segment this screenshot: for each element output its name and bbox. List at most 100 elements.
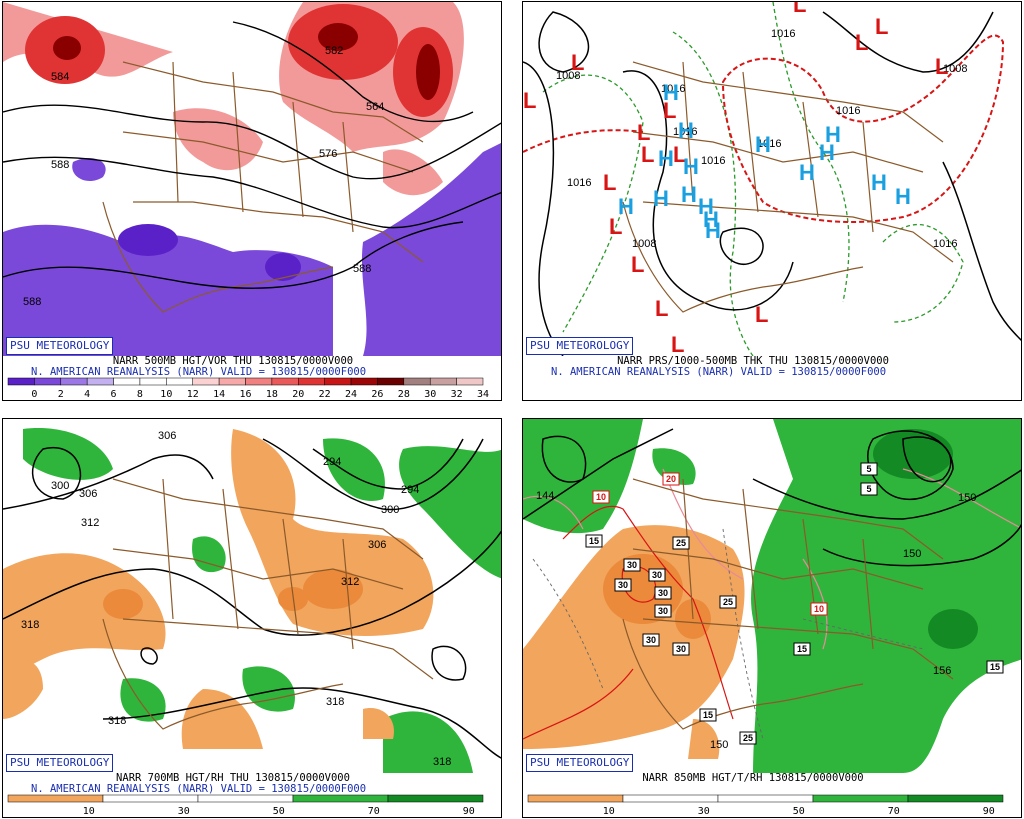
colorbar-rh-700mb: 10 30 50 70 90	[7, 794, 484, 817]
colorbar-vorticity: 0 2 4 6 8 10 12 14 16 18 20 22 24 26 28 30 32 34	[7, 377, 489, 400]
colorbar-tick-label: 30	[178, 806, 190, 817]
colorbar-tick-label: 50	[273, 806, 285, 817]
isobar-label: 1016	[757, 138, 781, 150]
low-pressure-marker: L	[755, 302, 768, 327]
low-pressure-marker: L	[671, 332, 684, 356]
temperature-box-label: 15	[793, 642, 811, 656]
contour-label: 318	[108, 715, 126, 727]
high-pressure-marker: H	[705, 218, 721, 243]
svg-text:10: 10	[596, 492, 606, 502]
contour-label: 588	[23, 296, 41, 308]
low-pressure-marker: L	[603, 170, 616, 195]
temperature-box-label: 10	[592, 490, 610, 504]
temperature-box-label: 5	[860, 482, 878, 496]
temperature-box-label: 25	[672, 536, 690, 550]
temperature-box-label: 30	[614, 578, 632, 592]
map-pressure-thickness: 1016 1008 1016 1016 1016 1016 1016 1008 …	[523, 2, 1021, 356]
contour-label: 150	[710, 739, 728, 751]
isobar-label: 1016	[567, 177, 591, 189]
temperature-box-label: 15	[585, 534, 603, 548]
high-pressure-marker: H	[871, 170, 887, 195]
psu-meteorology-badge: PSU METEOROLOGY	[526, 754, 634, 772]
colorbar-segment	[166, 377, 193, 386]
svg-text:5: 5	[866, 484, 871, 494]
colorbar-tick-label: 12	[187, 389, 199, 400]
temperature-box-label: 25	[739, 731, 757, 745]
colorbar-tick-label: 34	[477, 389, 489, 400]
high-pressure-marker: H	[681, 182, 697, 207]
chart-title: NARR 850MB HGT/T/RH 130815/0000V000	[642, 772, 864, 784]
svg-text:30: 30	[646, 635, 656, 645]
colorbar-tick-label: 30	[424, 389, 436, 400]
low-pressure-marker: L	[793, 2, 806, 17]
colorbar-tick-label: 30	[698, 806, 710, 817]
low-pressure-marker: L	[673, 142, 686, 167]
colorbar-segment	[192, 377, 220, 386]
low-pressure-marker: L	[663, 98, 676, 123]
low-pressure-marker: L	[641, 142, 654, 167]
isobar-label: 1008	[943, 63, 967, 75]
colorbar-segment	[102, 794, 199, 803]
colorbar-tick-label: 10	[83, 806, 95, 817]
contour-label: 306	[158, 430, 176, 442]
temperature-box-label: 25	[719, 595, 737, 609]
colorbar-segment	[271, 377, 299, 386]
colorbar-tick-label: 4	[84, 389, 90, 400]
colorbar-tick-label: 28	[398, 389, 410, 400]
colorbar-segment	[7, 377, 35, 386]
svg-text:25: 25	[743, 733, 753, 743]
contour-label: 584	[51, 71, 69, 83]
contour-label: 318	[433, 756, 451, 768]
isobar-label: 1016	[771, 28, 795, 40]
colorbar-tick-label: 8	[137, 389, 143, 400]
contour-label: 156	[933, 665, 951, 677]
chart-title: NARR 500MB HGT/VOR THU 130815/0000V000	[112, 355, 354, 367]
svg-text:15: 15	[703, 710, 713, 720]
temperature-box-label: 30	[623, 558, 641, 572]
colorbar-segment	[907, 794, 1004, 803]
svg-text:30: 30	[618, 580, 628, 590]
isobar-label: 1008	[556, 70, 580, 82]
colorbar-segment	[60, 377, 88, 386]
colorbar-tick-label: 70	[368, 806, 380, 817]
colorbar-segment	[218, 377, 246, 386]
contour-label: 300	[381, 504, 399, 516]
colorbar-segment	[197, 794, 294, 803]
contour-label: 294	[323, 456, 341, 468]
colorbar-tick-label: 0	[31, 389, 37, 400]
colorbar-segment	[812, 794, 909, 803]
high-pressure-marker: H	[678, 118, 694, 143]
contour-label: 312	[341, 576, 359, 588]
map-700mb-rh: 306 300 306 312 318 294 294 300 306 312 …	[3, 428, 501, 773]
colorbar-segment	[622, 794, 719, 803]
colorbar-tick-label: 20	[292, 389, 304, 400]
colorbar-segment	[377, 377, 405, 386]
map-850mb-t-rh: 144 150 150 156 150 10 20 15 25 30 30 30 30 25 30…	[523, 419, 1021, 773]
colorbar-rh-850mb: 10 30 50 70 90	[527, 794, 1004, 817]
colorbar-segment	[527, 794, 624, 803]
psu-meteorology-badge: PSU METEOROLOGY	[6, 754, 114, 772]
colorbar-segment	[7, 794, 104, 803]
high-pressure-marker: H	[658, 146, 674, 171]
low-pressure-marker: L	[875, 14, 888, 39]
colorbar-segment	[292, 794, 389, 803]
colorbar-segment	[139, 377, 167, 386]
colorbar-tick-label: 50	[793, 806, 805, 817]
colorbar-tick-label: 90	[463, 806, 475, 817]
colorbar-segment	[429, 377, 457, 386]
contour-label: 306	[79, 488, 97, 500]
contour-label: 576	[319, 148, 337, 160]
chart-title: NARR PRS/1000-500MB THK THU 130815/0000V…	[617, 355, 889, 367]
chart-valid-time: N. AMERICAN REANALYSIS (NARR) VALID = 13…	[31, 366, 367, 378]
svg-text:15: 15	[990, 662, 1000, 672]
temperature-box-label: 30	[672, 642, 690, 656]
colorbar-tick-label: 70	[888, 806, 900, 817]
psu-meteorology-badge: PSU METEOROLOGY	[526, 337, 634, 355]
svg-text:30: 30	[627, 560, 637, 570]
colorbar-tick-label: 16	[239, 389, 251, 400]
colorbar-tick-label: 10	[603, 806, 615, 817]
panel-850mb-t-rh: 144 150 150 156 150 10 20 15 25 30 30 30 30 25 30…	[522, 418, 1022, 818]
low-pressure-marker: L	[523, 88, 536, 113]
contour-label: 294	[401, 484, 419, 496]
svg-text:15: 15	[797, 644, 807, 654]
